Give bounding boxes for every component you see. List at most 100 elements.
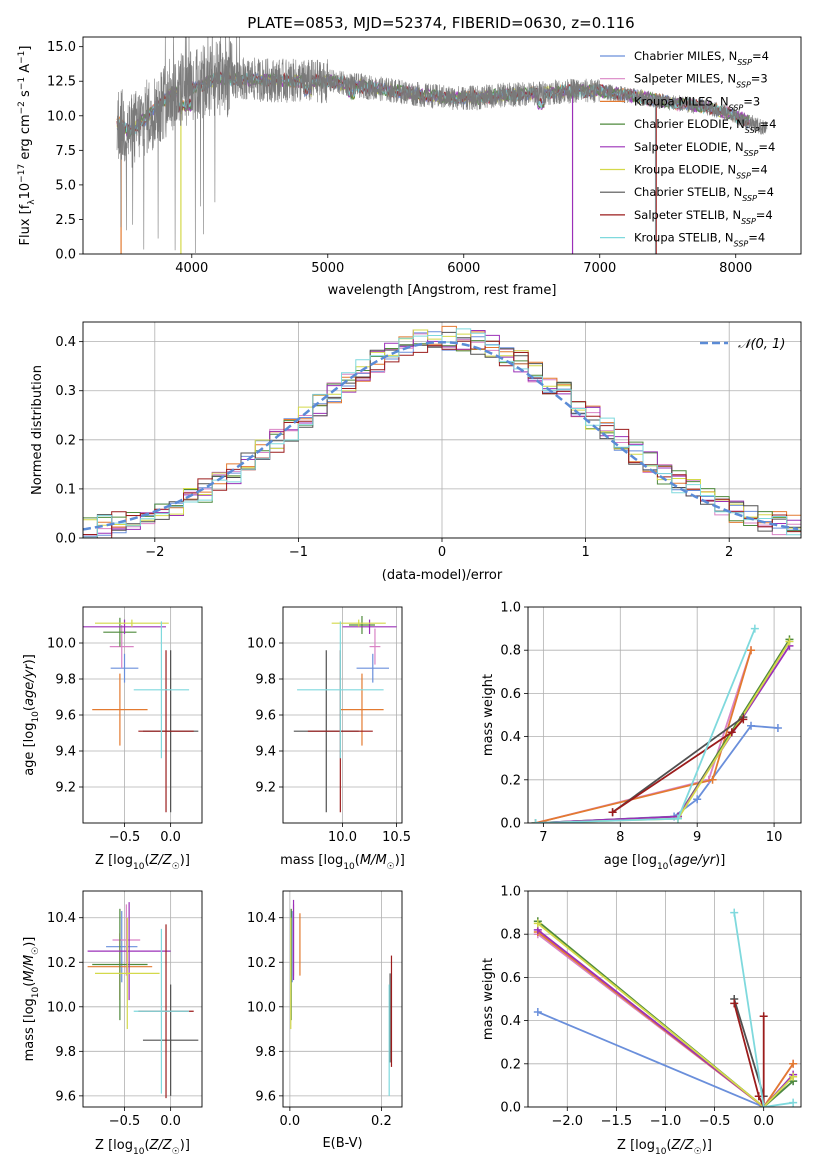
x-axis-label: wavelength [Angstrom, rest frame]: [328, 283, 557, 298]
age_vs_Z-panel: −0.5 0.09.29.49.69.810.0Z [log10(Z/Z☉)]ag…: [22, 606, 203, 872]
legend-label: Salpeter STELIB, NSSP=4: [634, 208, 773, 226]
label-part: )]: [715, 853, 725, 868]
x-tick-label: 1: [581, 545, 589, 560]
label-part: (: [144, 1138, 149, 1153]
mass-weight-marker-8: [750, 624, 759, 633]
legend-tail: =4: [757, 185, 774, 199]
y-tick-label: 0.0: [55, 248, 76, 263]
label-part: age/yr: [673, 853, 716, 868]
x-axis-label: Z [log10(Z/Z☉)]: [95, 853, 190, 872]
mass-weight-line-4: [537, 929, 794, 1107]
legend-sub: SSP: [742, 194, 757, 203]
y-tick-label: 1.0: [500, 885, 521, 900]
label-part: )]: [180, 853, 190, 868]
y-tick-label: 9.8: [55, 1045, 76, 1060]
mass-weight-line-0: [535, 724, 778, 823]
x-axis-label: E(B-V): [322, 1136, 362, 1151]
x-axis-label: Z [log10(Z/Z☉)]: [95, 1138, 190, 1157]
y-tick-label: 10.0: [47, 109, 76, 124]
label-part: 10: [31, 711, 41, 723]
mass-weight-marker-7: [759, 1012, 768, 1021]
y-tick-label: 9.8: [255, 1045, 276, 1060]
label-part: λ: [27, 199, 37, 205]
mass-weight-marker-8: [759, 1103, 768, 1107]
x-tick-label: 4000: [175, 261, 208, 276]
y-tick-label: 10.0: [47, 1000, 76, 1015]
legend-label: Chabrier ELODIE, NSSP=4: [634, 117, 776, 135]
y-tick-label: 9.4: [55, 745, 76, 760]
legend-sub: SSP: [734, 239, 749, 248]
figure-title: PLATE=0853, MJD=52374, FIBERID=0630, z=0…: [247, 14, 634, 32]
y-tick-label: 10.2: [47, 956, 76, 971]
legend-sub: SSP: [736, 80, 751, 89]
axes-frame: [282, 890, 403, 1108]
mass_vs_ebv-panel: 0.0 0.2 9.6 9.8 10.0 10.2 10.4 E(B-V): [247, 890, 403, 1151]
axes-frame: [527, 606, 802, 824]
legend-name: Chabrier ELODIE, N: [634, 117, 745, 131]
legend-label: Salpeter MILES, NSSP=3: [634, 72, 768, 90]
x-tick-label: 7000: [583, 261, 616, 276]
legend-label: Kroupa ELODIE, NSSP=4: [634, 163, 768, 181]
mass-weight-marker-5: [533, 919, 542, 928]
spectrum-plot-area: [116, 37, 768, 254]
observed-spectrum: [116, 37, 768, 254]
y-tick-label: 7.5: [55, 144, 76, 159]
label-part: Z [log: [617, 1138, 655, 1153]
mass-weight-marker-7: [739, 715, 748, 724]
label-part: Z/Z: [149, 853, 173, 868]
y-tick-label: 10.2: [247, 956, 276, 971]
massweight_vs_age-panel: 7 8 9 10 0.0 0.2 0.4 0.6 0.8 1.0 mass weight age [l…: [481, 601, 802, 872]
legend-tail: =4: [751, 163, 768, 177]
label-part: ]: [18, 46, 33, 51]
mass-weight-line-3: [535, 638, 791, 823]
label-part: 10: [31, 986, 41, 998]
mass_vs_Z-panel: −0.5 0.09.69.810.010.210.4Z [log10(Z/Z☉)]…: [22, 890, 203, 1157]
label-part: M/M: [22, 955, 37, 982]
x-axis-label: age [log10(age/yr)]: [604, 853, 726, 872]
label-part: erg cm: [18, 114, 33, 163]
x-tick-label: −1.0: [650, 1114, 682, 1129]
mass-weight-marker-0: [693, 795, 702, 804]
axes-frame: [82, 606, 203, 824]
y-tick-label: 0.6: [500, 687, 521, 702]
label-part: mass [log: [280, 853, 343, 868]
mass-weight-line-3: [537, 920, 794, 1107]
label-part: (: [666, 1138, 671, 1153]
mass_vs_ebv-plot-area: [283, 891, 402, 1107]
label-part: Z/Z: [671, 1138, 695, 1153]
label-part: −17: [17, 164, 27, 183]
label-part: M/M: [360, 853, 387, 868]
y-tick-label: 0.4: [500, 1014, 521, 1029]
axes-frame: [282, 606, 403, 824]
label-part: s: [18, 90, 33, 101]
y-tick-label: 0.0: [500, 817, 521, 832]
age_vs_mass-panel: 10.0 10.5 9.2 9.4 9.6 9.8 10.0 mass [log10(M/M☉…: [247, 606, 411, 872]
y-tick-label: 9.2: [55, 781, 76, 796]
age_vs_Z-plot-area: [83, 607, 202, 823]
y-tick-label: 9.8: [255, 673, 276, 688]
label-part: −1: [17, 77, 27, 90]
label-part: (: [355, 853, 360, 868]
label-part: 10: [657, 862, 669, 872]
y-tick-label: 10.0: [47, 637, 76, 652]
label-part: 10: [133, 862, 145, 872]
x-tick-label: 0.0: [160, 1114, 181, 1129]
residual-histogram-7: [83, 340, 801, 538]
mass-weight-marker-5: [785, 637, 794, 646]
legend-name: Salpeter STELIB, N: [634, 208, 741, 222]
label-part: mass [log: [22, 998, 37, 1061]
label-part: )]: [395, 853, 405, 868]
mass-weight-line-8: [535, 628, 756, 823]
x-tick-label: 8000: [719, 261, 752, 276]
y-tick-label: 0.3: [55, 384, 76, 399]
axes-frame: [527, 890, 802, 1108]
age_vs_mass-plot-area: [283, 607, 402, 823]
y-tick-label: 2.5: [55, 213, 76, 228]
label-part: )]: [702, 1138, 712, 1153]
mass-weight-marker-0: [747, 721, 756, 730]
y-tick-label: 15.0: [47, 40, 76, 55]
legend-name: Kroupa STELIB, N: [634, 231, 734, 245]
legend-sub: SSP: [736, 171, 751, 180]
axes-frame: [82, 890, 203, 1108]
x-tick-label: 0.0: [160, 830, 181, 845]
